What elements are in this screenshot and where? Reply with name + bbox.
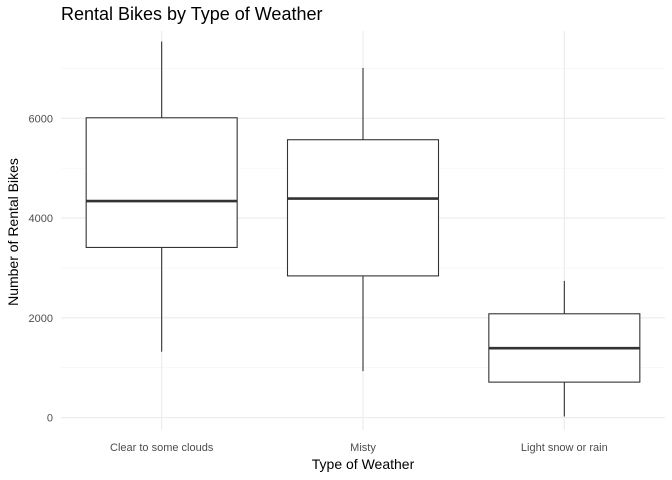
box-iqr xyxy=(286,139,440,277)
x-tick-label: Light snow or rain xyxy=(521,442,608,454)
box-iqr xyxy=(85,117,238,249)
boxes xyxy=(85,41,641,417)
box-group xyxy=(85,41,238,352)
y-tick-label: 0 xyxy=(47,413,53,425)
x-axis-title: Type of Weather xyxy=(312,456,415,472)
chart-title: Rental Bikes by Type of Weather xyxy=(61,4,322,24)
y-tick-label: 2000 xyxy=(29,313,53,325)
y-axis-title: Number of Rental Bikes xyxy=(5,158,21,306)
y-tick-label: 6000 xyxy=(29,113,53,125)
y-axis-ticks: 0 2000 4000 6000 xyxy=(29,113,53,424)
x-tick-label: Clear to some clouds xyxy=(110,442,214,454)
x-tick-label: Misty xyxy=(350,442,376,454)
box-group xyxy=(488,280,641,417)
box-group xyxy=(286,67,440,372)
y-tick-label: 4000 xyxy=(29,213,53,225)
x-axis-ticks: Clear to some clouds Misty Light snow or r… xyxy=(110,442,608,454)
